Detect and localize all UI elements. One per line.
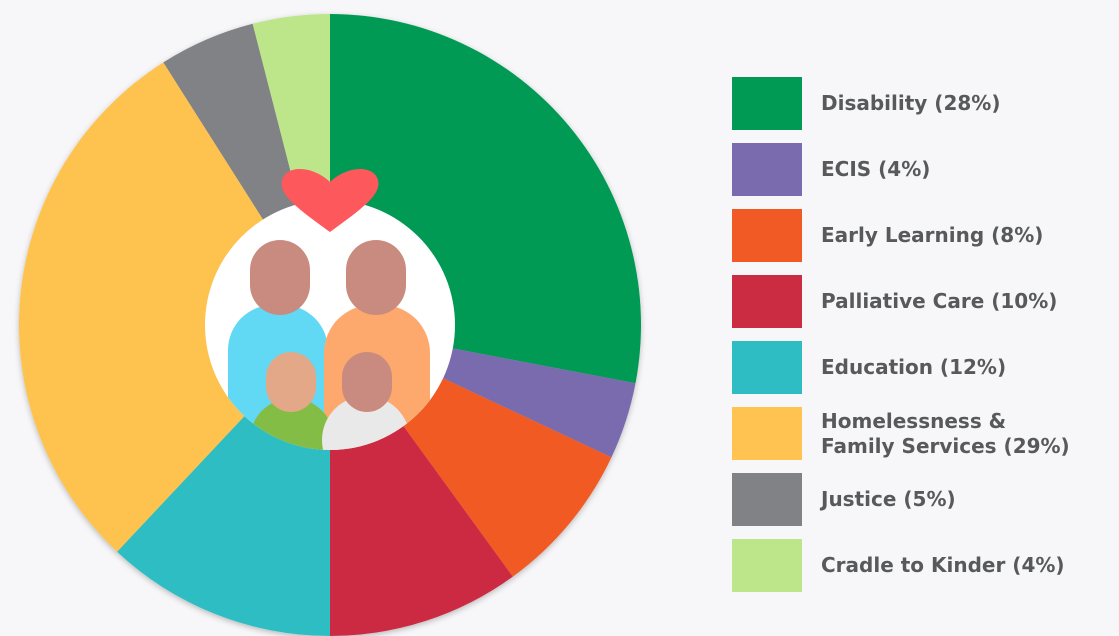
legend-item: Homelessness & Family Services (29%) — [732, 407, 1070, 460]
legend-item: ECIS (4%) — [732, 143, 930, 196]
legend-swatch — [732, 209, 802, 262]
legend-label: Early Learning (8%) — [821, 223, 1043, 248]
legend-item: Cradle to Kinder (4%) — [732, 539, 1065, 592]
legend-swatch — [732, 143, 802, 196]
legend-label: Disability (28%) — [821, 91, 1000, 116]
legend-label: Palliative Care (10%) — [821, 289, 1057, 314]
legend-label: ECIS (4%) — [821, 157, 930, 182]
legend-swatch — [732, 473, 802, 526]
legend-item: Palliative Care (10%) — [732, 275, 1057, 328]
page-body: {"chart_data": {"type": "pie", "categori… — [0, 0, 1119, 636]
legend-item: Justice (5%) — [732, 473, 956, 526]
legend-swatch — [732, 77, 802, 130]
legend-swatch — [732, 407, 802, 460]
legend-item: Education (12%) — [732, 341, 1006, 394]
legend-swatch — [732, 341, 802, 394]
legend-label: Cradle to Kinder (4%) — [821, 553, 1065, 578]
legend-label: Education (12%) — [821, 355, 1006, 380]
legend-swatch — [732, 539, 802, 592]
legend-swatch — [732, 275, 802, 328]
legend-item: Early Learning (8%) — [732, 209, 1043, 262]
legend-label: Homelessness & Family Services (29%) — [821, 409, 1070, 459]
legend-label: Justice (5%) — [821, 487, 956, 512]
legend-item: Disability (28%) — [732, 77, 1000, 130]
page: Pie chart html, body { margin: 0; paddin… — [0, 0, 1119, 636]
chart — [0, 0, 680, 636]
